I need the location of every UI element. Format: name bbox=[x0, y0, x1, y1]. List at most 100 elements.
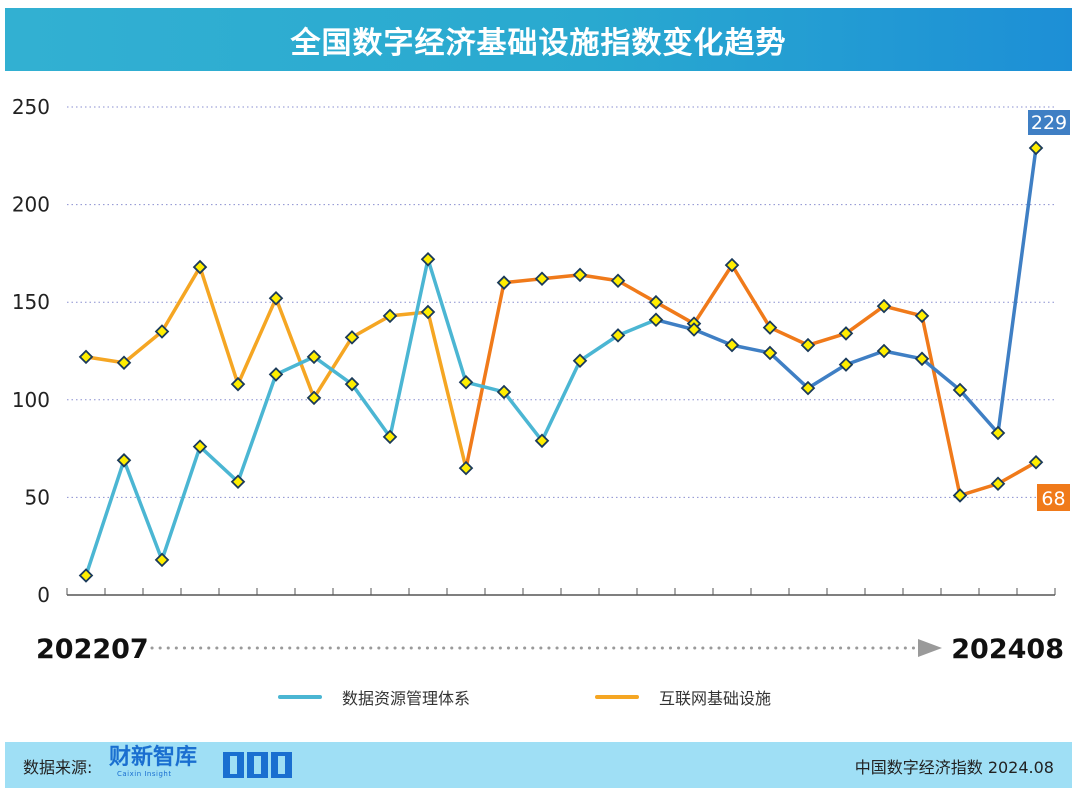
series1-point bbox=[686, 322, 702, 337]
series2-point bbox=[724, 257, 740, 273]
series2-line-segment bbox=[996, 460, 1038, 486]
series1-line-segment bbox=[578, 333, 620, 363]
series2-point bbox=[572, 267, 588, 283]
series2-line-segment bbox=[768, 325, 810, 347]
series2-line-segment bbox=[692, 263, 734, 326]
period-end-label: 202408 bbox=[951, 634, 1064, 665]
series1-line-segment bbox=[502, 390, 544, 443]
series1-point bbox=[534, 433, 550, 449]
series2-point bbox=[1028, 454, 1044, 470]
series1-end-label-box bbox=[1028, 110, 1070, 135]
series1-line-segment bbox=[274, 355, 316, 377]
series1-point bbox=[230, 474, 246, 490]
line-chart: 0 50 100 150 200 250 202207 202408 229 68 bbox=[12, 95, 1070, 665]
series2-point bbox=[344, 330, 360, 345]
legend-label-series2: 互联网基础设施 bbox=[659, 689, 772, 708]
series1-line-segment bbox=[996, 146, 1038, 435]
legend-swatch-series1 bbox=[278, 695, 322, 699]
series1-point bbox=[610, 328, 626, 343]
legend-item-series1: 数据资源管理体系 bbox=[278, 685, 470, 709]
series2-end-label: 68 bbox=[1041, 488, 1065, 510]
series2-point bbox=[534, 271, 550, 287]
series1-line-segment bbox=[426, 257, 468, 384]
y-tick-label: 150 bbox=[12, 290, 50, 314]
legend-item-series2: 互联网基础设施 bbox=[595, 685, 771, 709]
series1-point bbox=[572, 353, 588, 369]
series1-line-segment bbox=[806, 362, 848, 390]
series1-line-segment bbox=[388, 257, 430, 439]
series2-line-segment bbox=[730, 263, 772, 330]
series1-line-segment bbox=[882, 349, 924, 361]
legend-label-series1: 数据资源管理体系 bbox=[342, 689, 471, 708]
series1-line-segment bbox=[958, 388, 1000, 435]
series1-line-segment bbox=[920, 357, 962, 392]
series1-line-segment bbox=[122, 458, 164, 562]
series1-line-segment bbox=[350, 382, 392, 439]
series1-end-label: 229 bbox=[1031, 112, 1067, 134]
series2-line-segment bbox=[84, 355, 126, 365]
series2-point bbox=[154, 324, 170, 339]
source-label: 数据来源: bbox=[23, 758, 93, 777]
series2-line-segment bbox=[160, 265, 202, 334]
series2-point bbox=[78, 349, 94, 365]
series2-point bbox=[838, 326, 854, 341]
series2-point bbox=[420, 304, 436, 320]
series2-line-segment bbox=[236, 296, 278, 386]
chart-title: 全国数字经济基础设施指数变化趋势 bbox=[290, 25, 787, 61]
series1-line-segment bbox=[768, 351, 810, 390]
y-tick-label: 100 bbox=[12, 388, 50, 412]
series2-point bbox=[192, 259, 208, 275]
series2-point bbox=[496, 275, 512, 290]
bib-logo bbox=[223, 752, 292, 778]
timeline-arrow-icon bbox=[918, 639, 942, 657]
series2-end-label-box bbox=[1037, 484, 1070, 511]
brand-logo-subtext: Caixin Insight bbox=[117, 770, 172, 778]
series2-point bbox=[800, 337, 816, 353]
series1-point bbox=[496, 384, 512, 400]
series2-point bbox=[116, 355, 132, 370]
series1-point bbox=[914, 351, 930, 367]
series1-point bbox=[1028, 140, 1044, 156]
y-tick-label: 250 bbox=[12, 95, 50, 119]
series1-line-segment bbox=[160, 444, 202, 562]
series1-line-segment bbox=[654, 318, 696, 332]
series1-line-segment bbox=[464, 380, 506, 394]
series2-point bbox=[990, 476, 1006, 492]
series1-point bbox=[420, 251, 436, 267]
series1-point bbox=[838, 357, 854, 372]
series1-point bbox=[116, 453, 132, 468]
series2-point bbox=[648, 294, 664, 310]
y-tick-label: 0 bbox=[37, 583, 50, 607]
series2-line-segment bbox=[274, 296, 316, 400]
series1-point bbox=[876, 343, 892, 359]
series1-line-segment bbox=[844, 349, 886, 367]
series2-point bbox=[952, 488, 968, 503]
series2-point bbox=[268, 291, 284, 306]
series2-point bbox=[458, 460, 474, 476]
series2-point bbox=[382, 308, 398, 324]
legend-swatch-series2 bbox=[595, 695, 639, 699]
title-banner: 全国数字经济基础设施指数变化趋势 bbox=[5, 8, 1072, 71]
series1-line-segment bbox=[616, 318, 658, 338]
series2-line-segment bbox=[806, 331, 848, 347]
publication-label: 中国数字经济指数 2024.08 bbox=[854, 758, 1054, 777]
series1-point bbox=[78, 568, 94, 583]
series2-point bbox=[876, 298, 892, 314]
series2-point bbox=[914, 308, 930, 324]
series1-point bbox=[952, 382, 968, 398]
series2-point bbox=[230, 376, 246, 392]
series1-point bbox=[648, 312, 664, 328]
period-start-label: 202207 bbox=[36, 634, 149, 665]
series1-line-segment bbox=[312, 355, 354, 386]
series1-point bbox=[762, 345, 778, 361]
series1-point bbox=[192, 439, 208, 454]
series1-point bbox=[268, 367, 284, 382]
series2-line-segment bbox=[958, 481, 1000, 498]
series1-point bbox=[724, 337, 740, 353]
series1-point bbox=[800, 380, 816, 396]
series1-point bbox=[990, 425, 1006, 441]
series1-point bbox=[306, 349, 322, 365]
y-tick-label: 200 bbox=[12, 193, 50, 217]
series1-point bbox=[344, 376, 360, 392]
series2-line-segment bbox=[920, 314, 962, 498]
